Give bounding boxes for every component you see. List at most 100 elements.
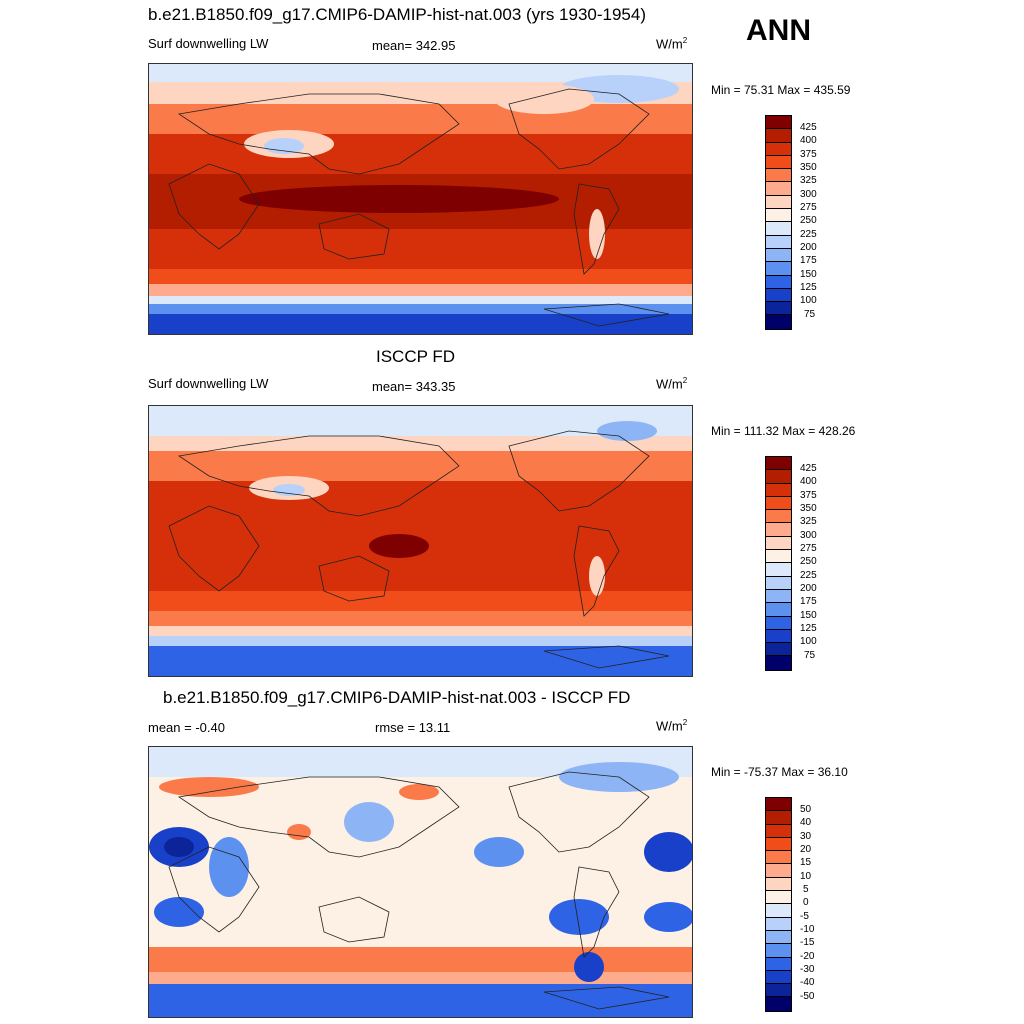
tick-label: -40 — [800, 977, 815, 988]
panel1-map — [148, 63, 693, 335]
tick-label: 5 — [803, 884, 809, 895]
colorbar-cell — [766, 457, 791, 471]
colorbar-cell — [766, 169, 791, 183]
tick-label: 325 — [800, 516, 817, 527]
colorbar-cell — [766, 891, 791, 905]
colorbar-cell — [766, 997, 791, 1011]
panel3-colorbar — [765, 797, 792, 1012]
colorbar-cell — [766, 510, 791, 524]
colorbar-cell — [766, 984, 791, 998]
panel2-title: ISCCP FD — [376, 347, 456, 366]
colorbar-cell — [766, 656, 791, 670]
colorbar-cell — [766, 917, 791, 931]
tick-label: 225 — [800, 229, 817, 240]
panel3-map — [148, 746, 693, 1018]
tick-label: 325 — [800, 175, 817, 186]
season-label: ANN — [746, 14, 811, 47]
colorbar-cell — [766, 275, 791, 289]
tick-label: 175 — [800, 255, 817, 266]
colorbar-cell — [766, 957, 791, 971]
tick-label: 275 — [800, 543, 817, 554]
tick-label: 300 — [800, 189, 817, 200]
colorbar-cell — [766, 483, 791, 497]
colorbar-cell — [766, 262, 791, 276]
colorbar-cell — [766, 550, 791, 564]
colorbar-cell — [766, 248, 791, 263]
tick-label: 150 — [800, 610, 817, 621]
tick-label: -50 — [800, 991, 815, 1002]
tick-label: 75 — [804, 309, 816, 320]
colorbar-cell — [766, 603, 791, 617]
colorbar-cell — [766, 523, 791, 537]
tick-label: 125 — [800, 282, 817, 293]
colorbar-cell — [766, 496, 791, 511]
tick-label: 10 — [800, 871, 812, 882]
panel2-units: W/m2 — [656, 376, 688, 392]
colorbar-cell — [766, 288, 791, 303]
colorbar-cell — [766, 235, 791, 249]
tick-label: 30 — [800, 831, 812, 842]
tick-label: -15 — [800, 937, 815, 948]
tick-label: 175 — [800, 596, 817, 607]
tick-label: 250 — [800, 215, 817, 226]
colorbar-cell — [766, 877, 791, 892]
colorbar-cell — [766, 811, 791, 825]
panel1-colorbar — [765, 115, 792, 330]
tick-label: 300 — [800, 530, 817, 541]
tick-label: -10 — [800, 924, 815, 935]
tick-label: 75 — [804, 650, 816, 661]
tick-label: 425 — [800, 463, 817, 474]
panel2-variable: Surf downwelling LW — [148, 376, 269, 391]
colorbar-cell — [766, 470, 791, 484]
panel1-units: W/m2 — [656, 36, 688, 52]
colorbar-cell — [766, 616, 791, 630]
tick-label: -5 — [800, 911, 809, 922]
panel1-minmax: Min = 75.31 Max = 435.59 — [711, 83, 851, 97]
colorbar-cell — [766, 629, 791, 644]
panel3-rmse: rmse = 13.11 — [375, 720, 451, 735]
tick-label: 400 — [800, 135, 817, 146]
colorbar-cell — [766, 643, 791, 657]
tick-label: 400 — [800, 476, 817, 487]
panel3-title: b.e21.B1850.f09_g17.CMIP6-DAMIP-hist-nat… — [163, 688, 631, 707]
colorbar-cell — [766, 798, 791, 812]
panel2-colorbar — [765, 456, 792, 671]
tick-label: 275 — [800, 202, 817, 213]
colorbar-cell — [766, 142, 791, 156]
tick-label: 375 — [800, 149, 817, 160]
panel3-mean: mean = -0.40 — [148, 720, 225, 735]
tick-label: 40 — [800, 817, 812, 828]
colorbar-cell — [766, 563, 791, 577]
tick-label: 15 — [800, 857, 812, 868]
panel1-mean: mean= 342.95 — [372, 38, 456, 53]
tick-label: -30 — [800, 964, 815, 975]
colorbar-cell — [766, 129, 791, 143]
colorbar-cell — [766, 315, 791, 329]
colorbar-cell — [766, 837, 791, 852]
tick-label: 150 — [800, 269, 817, 280]
colorbar-cell — [766, 576, 791, 590]
colorbar-cell — [766, 851, 791, 865]
tick-label: 50 — [800, 804, 812, 815]
colorbar-cell — [766, 930, 791, 945]
colorbar-cell — [766, 944, 791, 958]
colorbar-cell — [766, 904, 791, 918]
colorbar-cell — [766, 536, 791, 551]
colorbar-cell — [766, 970, 791, 985]
tick-label: 200 — [800, 583, 817, 594]
tick-label: 100 — [800, 636, 817, 647]
tick-label: 375 — [800, 490, 817, 501]
colorbar-cell — [766, 302, 791, 316]
tick-label: 250 — [800, 556, 817, 567]
tick-label: 125 — [800, 623, 817, 634]
tick-label: 350 — [800, 162, 817, 173]
panel2-map — [148, 405, 693, 677]
tick-label: 200 — [800, 242, 817, 253]
tick-label: 20 — [800, 844, 812, 855]
panel1-variable: Surf downwelling LW — [148, 36, 269, 51]
tick-label: 350 — [800, 503, 817, 514]
colorbar-cell — [766, 116, 791, 130]
panel3-minmax: Min = -75.37 Max = 36.10 — [711, 765, 848, 779]
colorbar-cell — [766, 589, 791, 604]
tick-label: 100 — [800, 295, 817, 306]
